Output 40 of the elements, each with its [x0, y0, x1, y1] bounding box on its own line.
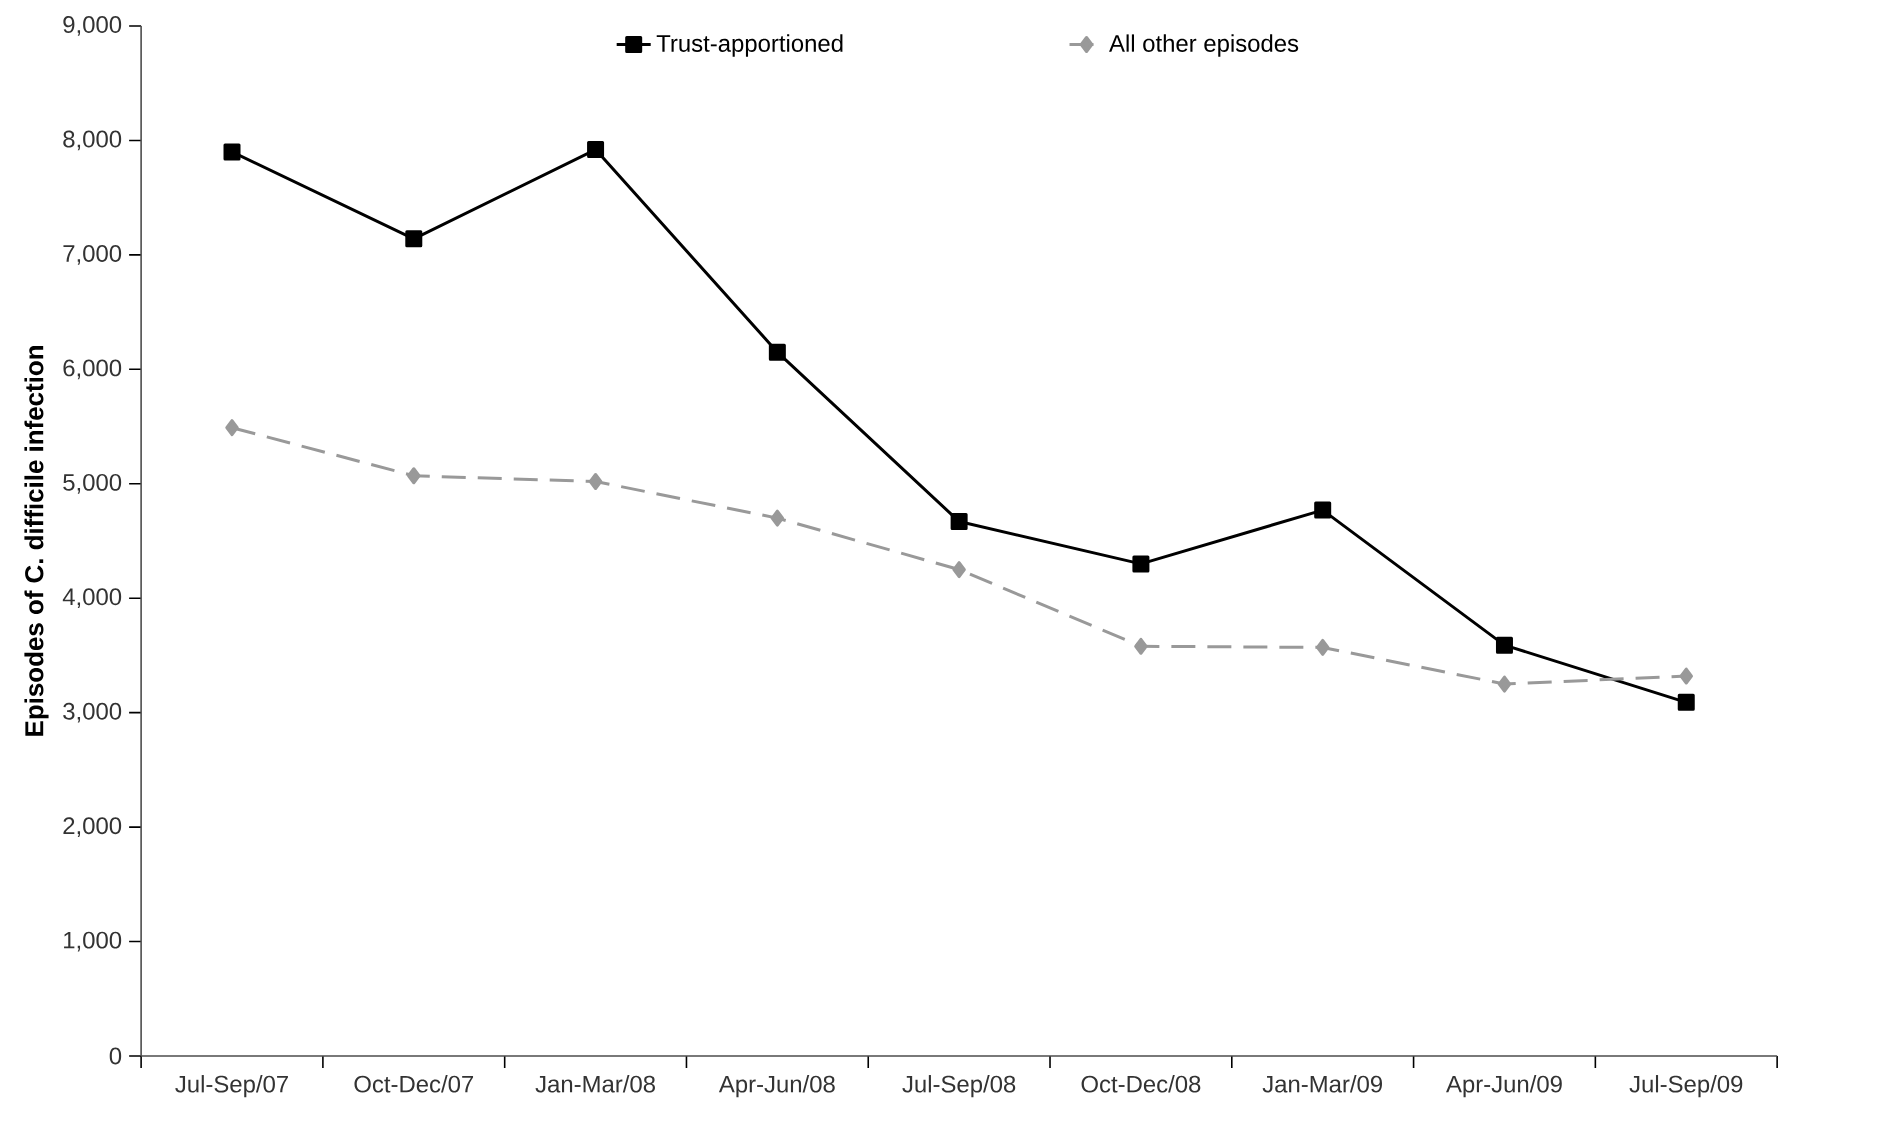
y-tick-label: 1,000	[64, 931, 122, 952]
y-tick-label: 7,000	[63, 245, 122, 265]
y-tick-label: 9,000	[63, 16, 122, 36]
point	[1495, 636, 1513, 654]
y-tick-label: 2,000	[63, 817, 122, 837]
x-tick-label: Jan-Mar/09	[1262, 1075, 1382, 1093]
point	[950, 513, 968, 531]
point	[407, 467, 421, 485]
y-tick-label: 0	[109, 1047, 122, 1065]
point	[405, 230, 423, 248]
y-tick-label: 4,000	[62, 588, 122, 609]
x-tick-label: Oct-Dec/08	[1081, 1075, 1201, 1093]
y-axis-title: Episodes of C. difficile infection	[24, 346, 49, 736]
y-tick-label: 8,000	[63, 130, 122, 151]
y-tick-label: 6,000	[63, 359, 122, 380]
point	[587, 141, 605, 159]
point	[1497, 675, 1512, 693]
y-tick-label: 5,000	[63, 473, 122, 494]
point	[768, 343, 786, 361]
x-tick-label: Apr-Jun/09	[1446, 1075, 1562, 1098]
x-tick-label: Jul-Sep/09	[1629, 1075, 1743, 1098]
point	[1314, 501, 1332, 519]
x-tick-label: Oct-Dec/07	[354, 1075, 474, 1093]
point	[588, 472, 603, 490]
point	[223, 143, 241, 161]
x-tick-label: Jul-Sep/07	[175, 1075, 288, 1098]
legend-label: Trust-apportioned	[656, 34, 843, 57]
legend-label: All other episodes	[1109, 34, 1299, 57]
point	[1679, 667, 1693, 685]
point	[1677, 693, 1695, 711]
point	[952, 561, 966, 579]
y-tick-label: 3,000	[63, 702, 122, 723]
point	[1134, 637, 1148, 655]
point	[770, 509, 785, 527]
x-tick-label: Jul-Sep/08	[902, 1075, 1016, 1098]
point	[225, 419, 239, 437]
x-tick-label: Apr-Jun/08	[718, 1075, 835, 1098]
x-tick-label: Jan-Mar/08	[535, 1075, 655, 1093]
point	[1315, 638, 1330, 656]
point	[1132, 555, 1150, 573]
